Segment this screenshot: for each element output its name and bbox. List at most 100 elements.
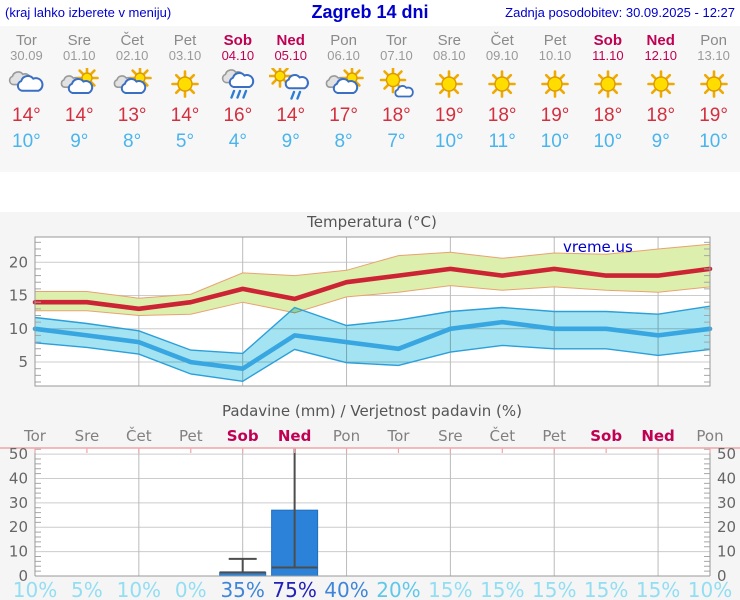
day-name: Ned	[646, 32, 675, 49]
max-temperature: 14°	[276, 105, 306, 126]
precipitation-chart: Padavine (mm) / Verjetnost padavin (%) To…	[0, 402, 740, 600]
mostly-sunny-icon	[380, 68, 415, 98]
precip-day-label: Sre	[75, 427, 100, 445]
day-date: 13.10	[697, 48, 730, 63]
day-column-12: Sob 11.10 18° 10°	[581, 26, 634, 172]
sunny-icon	[171, 70, 199, 98]
precip-axis-label-left: 50	[9, 445, 28, 463]
sunny-icon	[646, 70, 675, 98]
min-temperature: 8°	[334, 131, 353, 152]
temp-axis-label: 5	[18, 353, 28, 371]
max-temperature: 16°	[223, 105, 253, 126]
precip-probability: 10%	[13, 578, 57, 600]
precip-day-label: Sob	[590, 427, 622, 445]
min-temperature: 9°	[281, 131, 300, 152]
max-temperature: 18°	[593, 105, 623, 126]
precip-axis-label-right: 30	[717, 494, 736, 512]
day-date: 11.10	[592, 48, 624, 63]
max-temperature: 14°	[12, 105, 41, 126]
max-temperature: 19°	[540, 105, 570, 126]
day-date: 07.10	[380, 48, 413, 63]
precip-probability: 15%	[584, 578, 628, 600]
precip-axis-label-left: 40	[9, 469, 28, 487]
precip-probability: 75%	[272, 578, 316, 600]
precip-probability: 10%	[688, 578, 732, 600]
max-temp-line	[32, 266, 713, 312]
partly-cloudy-icon	[325, 68, 364, 94]
max-temperature: 14°	[170, 105, 200, 126]
precip-axis-label-left: 30	[9, 494, 28, 512]
precip-day-label: Sre	[438, 427, 463, 445]
day-column-8: Tor 07.10 18° 7°	[370, 26, 423, 172]
day-column-7: Pon 06.10 17° 8°	[317, 26, 370, 172]
max-temperature: 13°	[117, 105, 147, 126]
day-name: Čet	[120, 32, 144, 49]
precip-day-label: Pet	[542, 427, 566, 445]
precip-probability: 15%	[532, 578, 576, 600]
sunny-icon	[435, 70, 464, 98]
precip-axis-label-right: 50	[717, 445, 736, 463]
temperature-chart: 5 10 15 20 Temperatura (°C) vreme.us	[9, 213, 713, 387]
day-name: Tor	[386, 32, 407, 49]
day-date: 30.09	[10, 48, 43, 63]
precip-probability: 15%	[480, 578, 524, 600]
min-temperature: 7°	[387, 131, 406, 152]
min-temperature: 5°	[175, 131, 195, 152]
day-column-5: Sob 04.10 16° 4°	[211, 26, 264, 172]
day-date: 12.10	[644, 48, 677, 63]
precip-axis-label-left: 20	[9, 518, 28, 536]
day-column-6: Ned 05.10 14° 9°	[264, 26, 317, 172]
day-column-9: Sre 08.10 19° 10°	[423, 26, 476, 172]
min-temperature: 10°	[12, 131, 41, 152]
precip-day-label: Tor	[386, 427, 410, 445]
max-temperature: 18°	[382, 105, 411, 126]
precip-axis-label-right: 20	[717, 518, 736, 536]
day-column-2: Sre 01.10 14° 9°	[53, 26, 106, 172]
day-date: 04.10	[221, 48, 255, 63]
day-column-3: Čet 02.10 13° 8°	[106, 26, 159, 172]
precip-axis-label-left: 0	[18, 567, 28, 585]
sunny-icon	[594, 70, 622, 98]
sunny-icon	[541, 70, 569, 98]
day-name: Ned	[276, 32, 305, 49]
sun-rain-icon	[268, 68, 309, 100]
day-column-11: Pet 10.10 19° 10°	[529, 26, 582, 172]
precip-day-label: Čet	[126, 426, 152, 445]
min-temp-line	[32, 319, 713, 371]
day-date: 08.10	[433, 48, 466, 63]
temp-axis-label: 10	[9, 320, 28, 338]
precip-probability: 35%	[220, 578, 264, 600]
day-column-1: Tor 30.09 14° 10°	[0, 26, 53, 172]
max-temperature: 18°	[646, 105, 676, 126]
day-name: Čet	[490, 32, 514, 49]
day-name: Pon	[700, 32, 727, 49]
min-temperature: 9°	[651, 131, 670, 152]
day-column-13: Ned 12.10 18° 9°	[634, 26, 687, 172]
precip-day-label: Pon	[696, 427, 723, 445]
min-temperature: 4°	[228, 131, 247, 152]
precip-day-label: Tor	[23, 427, 47, 445]
precip-day-label: Pon	[333, 427, 360, 445]
precip-day-label: Sob	[227, 427, 259, 445]
day-name: Pon	[330, 32, 357, 49]
cloudy-icon	[9, 71, 44, 92]
day-date: 10.10	[538, 48, 572, 63]
precip-probability: 20%	[376, 578, 420, 600]
precip-axis-label-right: 40	[717, 469, 736, 487]
day-date: 03.10	[168, 48, 202, 63]
min-temperature: 8°	[123, 131, 142, 152]
day-date: 06.10	[327, 48, 360, 63]
min-temperature: 10°	[434, 131, 464, 152]
day-column-14: Pon 13.10 19° 10°	[687, 26, 740, 172]
precip-probability: 0%	[175, 578, 207, 600]
precip-probability: 40%	[324, 578, 368, 600]
day-name: Sob	[593, 32, 623, 49]
max-temperature: 19°	[434, 105, 464, 126]
watermark-link[interactable]: vreme.us	[563, 238, 633, 256]
day-date: 01.10	[63, 48, 96, 63]
day-name: Sre	[437, 32, 461, 49]
temp-axis-label: 20	[9, 253, 28, 271]
partly-cloudy-icon	[60, 68, 100, 94]
menu-hint: (kraj lahko izberete v meniju)	[5, 5, 172, 20]
max-temperature: 18°	[487, 105, 517, 126]
